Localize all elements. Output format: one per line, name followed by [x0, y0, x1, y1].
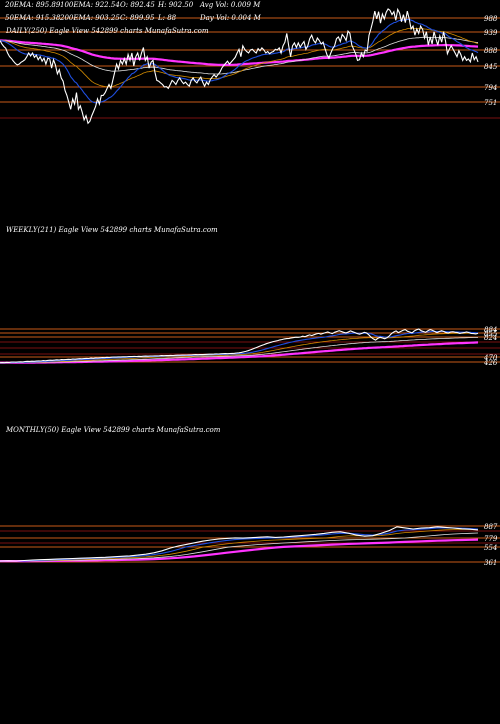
daily-level-label: 751 — [484, 99, 497, 107]
daily-level-label: 845 — [484, 63, 498, 71]
weekly-panel-title: WEEKLY(211) Eagle View 542899 charts Mun… — [6, 226, 218, 234]
weekly-level-label: 884 — [484, 326, 497, 334]
daily-level-label: 988 — [484, 15, 498, 23]
daily-ema-100-line — [0, 36, 479, 75]
weekly-level-label: 824 — [484, 334, 497, 342]
daily-panel: 988 939 888 845 794 751 — [0, 7, 500, 125]
weekly-ema-100-line — [0, 337, 478, 364]
daily-ema-50-line — [0, 27, 479, 88]
daily-ema-200-line — [0, 39, 479, 66]
weekly-price-line — [0, 328, 479, 364]
avg-vol-readout: Avg Vol: 0.009 M — [200, 1, 261, 9]
ema200-readout: 200EMA: 903.25 — [60, 14, 120, 22]
high-readout: H: 902.50 — [158, 1, 194, 9]
weekly-ema-20-line — [0, 330, 479, 364]
monthly-level-label: 361 — [484, 559, 497, 567]
close-readout: C: 899.95 — [120, 14, 155, 22]
monthly-ema-100-line — [0, 532, 479, 562]
daily-level-label: 939 — [484, 29, 498, 37]
daily-panel-title: DAILY(250) Eagle View 542899 charts Muna… — [6, 27, 209, 35]
daily-level-label: 794 — [484, 84, 497, 92]
weekly-level-label: 470 — [483, 354, 498, 362]
monthly-level-label: 554 — [484, 544, 497, 552]
ema50-readout: 50EMA: 915.38 — [5, 14, 61, 22]
monthly-price-line — [0, 526, 479, 562]
monthly-ema-50-line — [0, 529, 479, 562]
monthly-level-label: 887 — [484, 523, 498, 531]
monthly-level-label: 779 — [484, 535, 498, 543]
low-readout: L: 88 — [158, 14, 177, 22]
ema100-readout: 100EMA: 922.54 — [60, 1, 120, 9]
monthly-panel-title: MONTHLY(50) Eagle View 542899 charts Mun… — [6, 426, 221, 434]
weekly-ema-50-line — [0, 332, 478, 364]
daily-price-line — [0, 7, 479, 125]
weekly-level-label: 855 — [484, 330, 498, 338]
monthly-ema-20-line — [0, 527, 479, 562]
daily-ema-20-line — [0, 18, 479, 104]
daily-level-label: 888 — [484, 47, 498, 55]
weekly-ema-200-line — [0, 341, 479, 364]
open-readout: O: 892.45 — [120, 1, 155, 9]
weekly-level-label: 426 — [483, 359, 498, 367]
day-vol-readout: Day Vol: 0.004 M — [200, 14, 261, 22]
ema20-readout: 20EMA: 895.89 — [5, 1, 61, 9]
